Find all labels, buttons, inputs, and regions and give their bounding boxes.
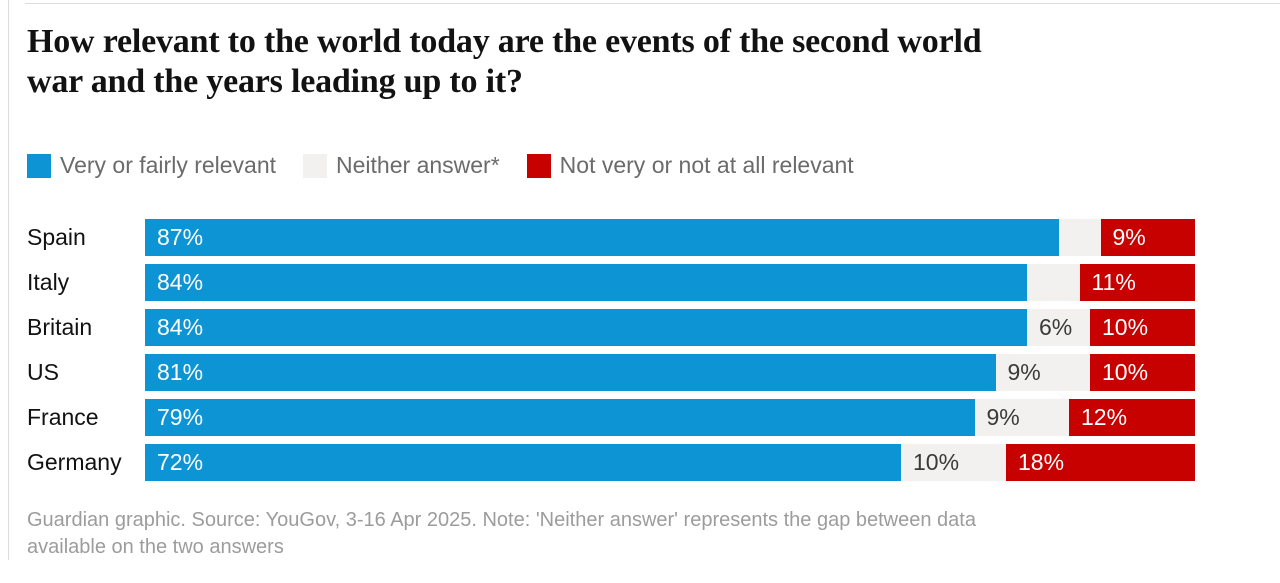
country-label: US bbox=[27, 359, 59, 386]
segment-value: 87% bbox=[157, 224, 204, 251]
bar-track: 84% 11% bbox=[145, 264, 1195, 302]
segment-not-relevant: 10% bbox=[1090, 309, 1195, 347]
segment-value: 11% bbox=[1091, 269, 1136, 296]
segment-value: 12% bbox=[1081, 404, 1128, 431]
legend: Very or fairly relevant Neither answer* No… bbox=[27, 152, 1195, 179]
segment-value: 9% bbox=[1007, 359, 1041, 386]
legend-item-relevant: Very or fairly relevant bbox=[27, 152, 276, 179]
segment-value: 6% bbox=[1039, 314, 1073, 341]
segment-value: 18% bbox=[1018, 449, 1065, 476]
segment-value: 10% bbox=[1102, 359, 1149, 386]
segment-neither: 10% bbox=[901, 444, 1006, 482]
segment-not-relevant: 9% bbox=[1100, 219, 1195, 257]
segment-value: 84% bbox=[157, 314, 204, 341]
chart-title-line1: How relevant to the world today are the … bbox=[27, 23, 982, 60]
country-label: Italy bbox=[27, 269, 70, 296]
bar-row-france: France 79% 9% 12% bbox=[27, 399, 1195, 437]
bar-row-us: US 81% 9% 10% bbox=[27, 354, 1195, 392]
segment-value: 10% bbox=[913, 449, 960, 476]
segment-not-relevant: 10% bbox=[1090, 354, 1195, 392]
legend-swatch-neither bbox=[303, 153, 328, 178]
bar-track: 79% 9% 12% bbox=[145, 399, 1195, 437]
bar-row-germany: Germany 72% 10% 18% bbox=[27, 444, 1195, 482]
source-note-line1: Guardian graphic. Source: YouGov, 3-16 A… bbox=[27, 509, 976, 532]
segment-neither bbox=[1027, 264, 1080, 302]
legend-swatch-not-relevant bbox=[526, 153, 551, 178]
legend-swatch-relevant bbox=[27, 153, 51, 178]
segment-relevant: 79% bbox=[145, 399, 975, 437]
bar-row-spain: Spain 87% 9% bbox=[27, 219, 1195, 257]
bar-chart: Spain 87% 9% Italy 84% 11% Britain 84% 6% 10% US 81… bbox=[27, 219, 1195, 482]
bar-track: 87% 9% bbox=[145, 219, 1195, 257]
segment-not-relevant: 11% bbox=[1079, 264, 1195, 302]
segment-relevant: 81% bbox=[145, 354, 996, 392]
source-note: Guardian graphic. Source: YouGov, 3-16 A… bbox=[27, 507, 1195, 560]
segment-neither: 9% bbox=[974, 399, 1069, 437]
segment-value: 79% bbox=[157, 404, 204, 431]
bar-row-britain: Britain 84% 6% 10% bbox=[27, 309, 1195, 347]
top-divider bbox=[25, 3, 1280, 4]
bar-track: 81% 9% 10% bbox=[145, 354, 1195, 392]
segment-relevant: 84% bbox=[145, 264, 1027, 302]
bar-row-italy: Italy 84% 11% bbox=[27, 264, 1195, 302]
segment-value: 9% bbox=[986, 404, 1020, 431]
segment-relevant: 87% bbox=[145, 219, 1059, 257]
segment-not-relevant: 12% bbox=[1069, 399, 1195, 437]
country-label: France bbox=[27, 404, 99, 431]
legend-label-not-relevant: Not very or not at all relevant bbox=[559, 152, 854, 179]
legend-label-relevant: Very or fairly relevant bbox=[60, 152, 277, 179]
segment-value: 84% bbox=[157, 269, 204, 296]
legend-label-neither: Neither answer* bbox=[336, 152, 500, 179]
segment-relevant: 84% bbox=[145, 309, 1027, 347]
segment-relevant: 72% bbox=[145, 444, 901, 482]
segment-value: 9% bbox=[1112, 224, 1146, 251]
bar-track: 72% 10% 18% bbox=[145, 444, 1195, 482]
country-label: Germany bbox=[27, 449, 122, 476]
source-note-line2: available on the two answers bbox=[27, 535, 284, 558]
segment-neither bbox=[1058, 219, 1101, 257]
legend-item-not-relevant: Not very or not at all relevant bbox=[526, 152, 854, 179]
segment-neither: 6% bbox=[1027, 309, 1090, 347]
left-divider bbox=[8, 0, 9, 560]
country-label: Britain bbox=[27, 314, 93, 341]
bar-track: 84% 6% 10% bbox=[145, 309, 1195, 347]
chart-card: How relevant to the world today are the … bbox=[27, 22, 1195, 560]
segment-neither: 9% bbox=[995, 354, 1090, 392]
segment-value: 10% bbox=[1102, 314, 1149, 341]
segment-value: 81% bbox=[157, 359, 204, 386]
segment-not-relevant: 18% bbox=[1006, 444, 1195, 482]
chart-title: How relevant to the world today are the … bbox=[27, 22, 1195, 102]
segment-value: 72% bbox=[157, 449, 204, 476]
chart-title-line2: war and the years leading up to it? bbox=[27, 63, 523, 101]
country-label: Spain bbox=[27, 224, 86, 251]
legend-item-neither: Neither answer* bbox=[303, 152, 500, 179]
